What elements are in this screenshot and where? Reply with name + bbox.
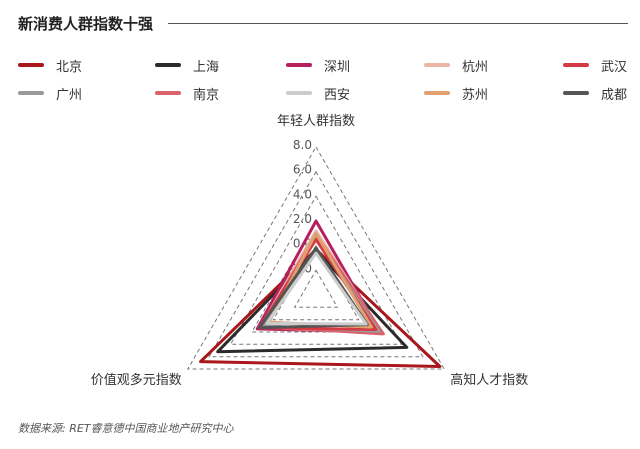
legend: 北京 上海 深圳 杭州 武汉广州 南京 西安 苏州 成都 bbox=[18, 55, 628, 105]
grid-ring bbox=[229, 195, 403, 345]
series-polygon bbox=[257, 246, 369, 330]
legend-label: 苏州 bbox=[462, 87, 489, 103]
legend-label: 上海 bbox=[193, 59, 220, 75]
legend-label: 深圳 bbox=[324, 59, 351, 75]
legend-item: 南京 bbox=[155, 83, 219, 103]
legend-swatch bbox=[286, 63, 312, 67]
legend-item: 西安 bbox=[286, 83, 350, 103]
legend-item: 武汉 bbox=[563, 55, 627, 75]
legend-swatch bbox=[18, 63, 44, 67]
legend-item: 北京 bbox=[18, 55, 82, 75]
axis-label: 价值观多元指数 bbox=[91, 372, 182, 388]
legend-swatch bbox=[286, 91, 312, 95]
legend-item: 上海 bbox=[155, 55, 219, 75]
axis-label: 高知人才指数 bbox=[450, 372, 528, 388]
legend-swatch bbox=[563, 63, 589, 67]
legend-label: 成都 bbox=[601, 87, 628, 103]
title-divider bbox=[168, 23, 628, 24]
title-row: 新消费人群指数十强 bbox=[18, 10, 628, 36]
series-polygon bbox=[265, 251, 368, 326]
source-note: 数据来源: RET睿意德中国商业地产研究中心 bbox=[18, 422, 234, 435]
tick-label: 4.0 bbox=[293, 187, 312, 201]
legend-label: 西安 bbox=[324, 87, 351, 103]
tick-label: 8.0 bbox=[293, 138, 312, 152]
legend-swatch bbox=[424, 91, 450, 95]
chart-title: 新消费人群指数十强 bbox=[18, 15, 154, 33]
legend-label: 南京 bbox=[193, 87, 220, 103]
grid-ring bbox=[293, 269, 339, 308]
legend-label: 杭州 bbox=[462, 59, 489, 75]
legend-label: 北京 bbox=[56, 59, 83, 75]
legend-swatch bbox=[424, 63, 450, 67]
grid-ring bbox=[186, 146, 446, 370]
legend-item: 广州 bbox=[18, 83, 82, 103]
legend-label: 广州 bbox=[56, 87, 83, 103]
legend-item: 苏州 bbox=[424, 83, 488, 103]
legend-item: 杭州 bbox=[424, 55, 488, 75]
legend-swatch bbox=[155, 63, 181, 67]
legend-swatch bbox=[155, 91, 181, 95]
legend-item: 成都 bbox=[563, 83, 627, 103]
series-polygon bbox=[199, 247, 442, 368]
tick-label: 6.0 bbox=[293, 163, 312, 177]
series-polygon bbox=[216, 249, 409, 354]
legend-item: 深圳 bbox=[286, 55, 350, 75]
tick-label: 2.0 bbox=[293, 212, 312, 226]
legend-swatch bbox=[563, 91, 589, 95]
grid-ring bbox=[208, 170, 424, 358]
legend-label: 武汉 bbox=[601, 59, 628, 75]
legend-swatch bbox=[18, 91, 44, 95]
axis-label: 年轻人群指数 bbox=[277, 114, 355, 129]
